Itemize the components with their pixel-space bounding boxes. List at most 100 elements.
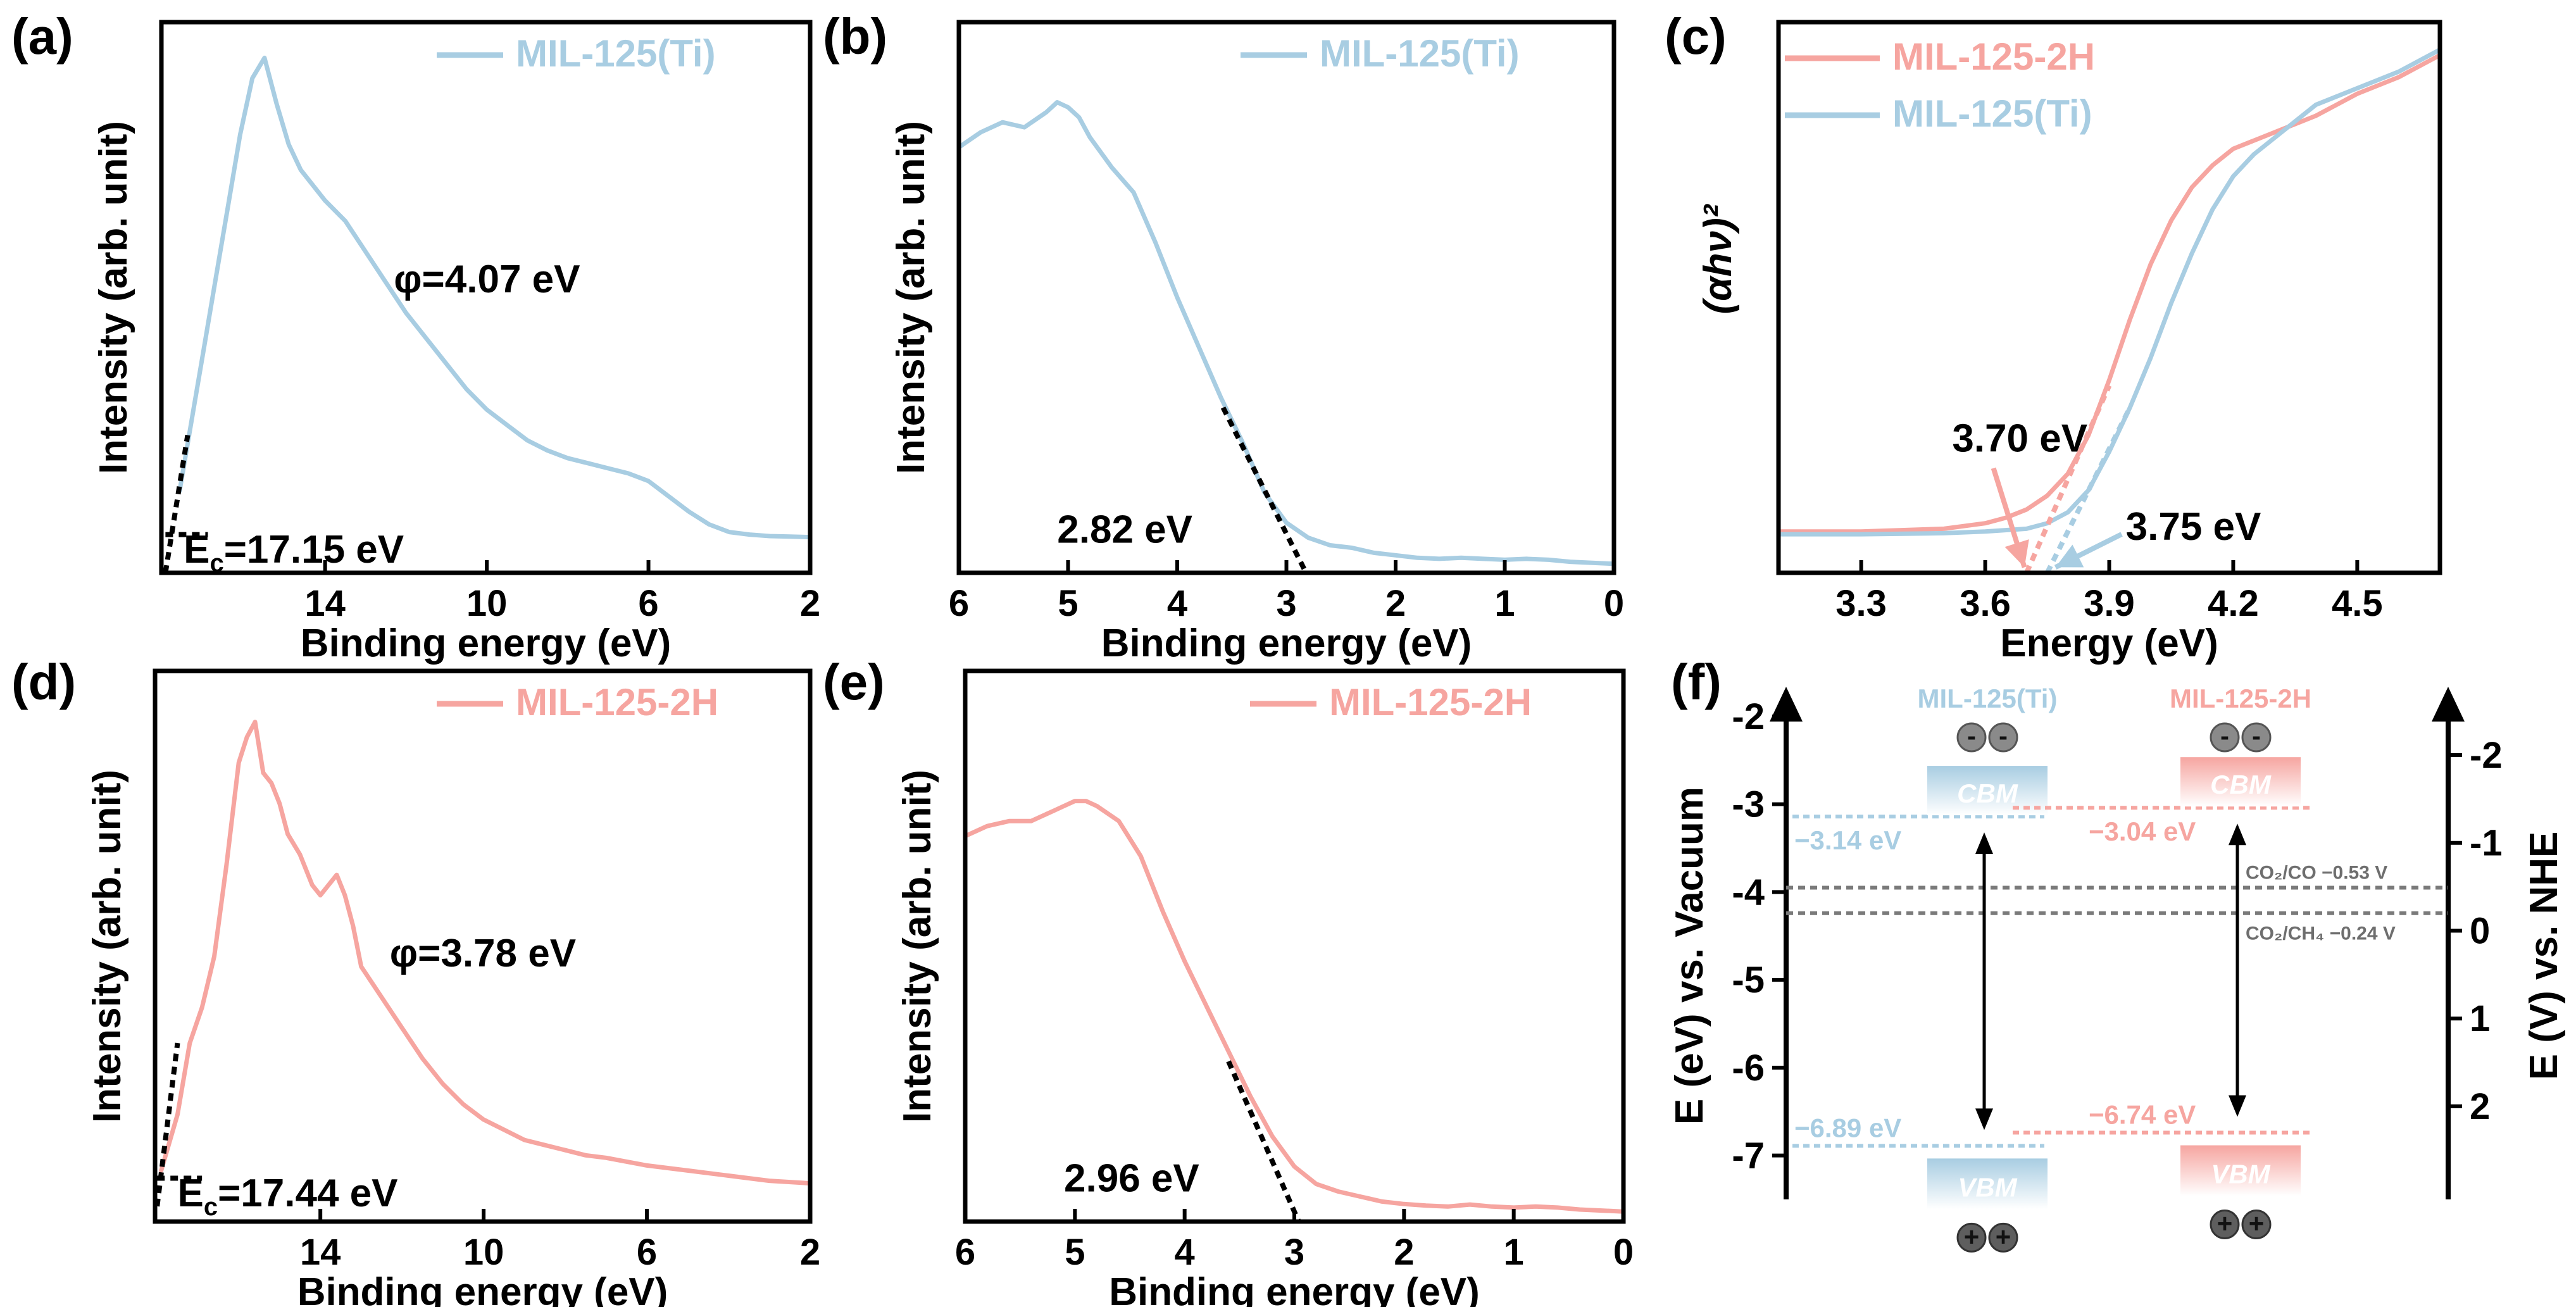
right-tick-label: 2 [2470, 1086, 2490, 1127]
hole-icon [2241, 1210, 2272, 1240]
vbm-box [1927, 1158, 2048, 1210]
y-axis-label: Intensity (arb. unit) [85, 770, 129, 1123]
right-axis-arrow [2432, 687, 2465, 722]
left-tick-label: -7 [1732, 1135, 1765, 1177]
vbm-box [2180, 1145, 2301, 1196]
panel-b: (b) 6 5 4 3 2 1 0 Binding energy (eV) Intensity (… [823, 8, 1624, 665]
annotation-label: φ=3.78 eV [390, 932, 576, 975]
x-tick-label: 3 [1276, 583, 1296, 624]
material-name: MIL-125(Ti) [1918, 684, 2058, 713]
x-tick-label: 6 [637, 1232, 657, 1273]
cbm-text: CBM [1957, 779, 2018, 808]
right-tick-label: -1 [2470, 823, 2503, 864]
fit-line [2044, 406, 2132, 574]
annotation-label: 2.82 eV [1057, 508, 1192, 552]
panel-d: (d) 14 10 6 2 Binding energy (eV) Intensity (a… [11, 654, 820, 1307]
x-axis-label: Binding energy (eV) [297, 1270, 668, 1307]
electron-icon [2210, 722, 2240, 753]
x-axis-label: Binding energy (eV) [1109, 1270, 1480, 1307]
legend-label: MIL-125(Ti) [516, 32, 716, 75]
fit-line [1220, 406, 1309, 574]
panel-label: (e) [823, 654, 885, 710]
fit-line [2024, 384, 2112, 574]
redox-label: CO₂/CH₄ −0.24 V [2246, 923, 2396, 944]
bandgap-arrow-head [1975, 1108, 1993, 1130]
annotation-ec-sub: c [204, 1193, 218, 1221]
plot-frame [963, 668, 1626, 1224]
left-tick-label: -4 [1732, 872, 1765, 913]
legend-label: MIL-125-2H [1892, 35, 2095, 78]
x-tick-label: 4 [1167, 583, 1187, 624]
hole-sign: + [2217, 1209, 2233, 1239]
legend-label: MIL-125-2H [516, 681, 718, 723]
left-axis-label: E (eV) vs. Vacuum [1668, 787, 1711, 1125]
bandgap-arrow-head [1975, 832, 1993, 854]
x-tick-label: 6 [949, 583, 969, 624]
hole-sign: + [1964, 1222, 1980, 1251]
series-line-MIL-125(Ti) [177, 55, 813, 540]
series-line-MIL-125(Ti) [1776, 47, 2442, 537]
panel-e: (e) 6 5 4 3 2 1 0 Binding energy (eV) Intensity (… [823, 654, 1634, 1307]
fit-line [163, 434, 191, 573]
hole-icon [1988, 1222, 2018, 1253]
left-tick-label: -2 [1732, 696, 1765, 737]
y-axis-label: (αhν)² [1696, 204, 1740, 314]
x-tick-label: 14 [304, 583, 346, 624]
fit-line [1226, 1060, 1301, 1223]
cbm-value: −3.14 eV [1794, 825, 1901, 855]
redox-label: CO₂/CO −0.53 V [2246, 862, 2387, 883]
x-tick-label: 2 [800, 1232, 820, 1273]
x-axis-label: Binding energy (eV) [301, 622, 672, 665]
electron-icon [1956, 722, 1987, 753]
panel-label: (f) [1671, 654, 1722, 710]
x-tick-label: 2 [1394, 1232, 1414, 1273]
panel-a: (a) 14 10 6 2 Binding energy (eV) Intensity (a… [11, 8, 820, 665]
cbm-box [2180, 757, 2301, 807]
x-tick-label: 1 [1494, 583, 1515, 624]
annotation-ec-rest: =17.44 eV [218, 1172, 397, 1215]
electron-icon [1988, 722, 2018, 753]
right-axis-label: E (V) vs. NHE [2522, 832, 2566, 1080]
vbm-value: −6.89 eV [1794, 1113, 1901, 1142]
electron-sign: - [1967, 721, 1976, 751]
annotation-ec-main: E [184, 528, 209, 572]
panel-label: (b) [823, 8, 887, 65]
x-tick-label: 3.9 [2084, 583, 2135, 624]
annotation-ec: Ec=17.44 eV [177, 1172, 397, 1221]
cbm-text: CBM [2210, 770, 2272, 799]
arrow-3.75-head [2055, 544, 2084, 568]
left-axis-arrow [1770, 687, 1803, 722]
x-tick-label: 2 [800, 583, 820, 624]
panel-label: (c) [1665, 8, 1727, 65]
x-tick-label: 0 [1613, 1232, 1634, 1273]
vbm-text: VBM [2211, 1160, 2270, 1189]
x-axis-label: Binding energy (eV) [1101, 622, 1472, 665]
hole-icon [2210, 1210, 2240, 1240]
electron-sign: - [1999, 721, 2008, 751]
vbm-value: −6.74 eV [2089, 1100, 2196, 1130]
left-tick-label: -5 [1732, 960, 1765, 1001]
panel-c: (c) 3.3 3.6 3.9 4.2 4.5 Energy (eV) (αhν)² MIL-1… [1665, 8, 2442, 665]
annotation-label: φ=4.07 eV [394, 258, 580, 301]
panel-label: (a) [11, 8, 73, 65]
y-axis-label: Intensity (arb. unit) [889, 121, 933, 474]
annotation-label: 3.75 eV [2126, 505, 2261, 549]
material-name: MIL-125-2H [2170, 684, 2311, 713]
x-tick-label: 3.6 [1960, 583, 2011, 624]
x-axis-label: Energy (eV) [2000, 622, 2218, 665]
annotation-ec: Ec=17.15 eV [184, 528, 404, 577]
electron-icon [2241, 722, 2272, 753]
cbm-value: −3.04 eV [2089, 816, 2196, 846]
annotation-ec-rest: =17.15 eV [224, 528, 404, 572]
x-tick-label: 6 [955, 1232, 975, 1273]
x-tick-label: 5 [1058, 583, 1078, 624]
annotation-label: 2.96 eV [1064, 1157, 1199, 1201]
x-tick-label: 5 [1065, 1232, 1085, 1273]
left-tick-label: -3 [1732, 784, 1765, 825]
x-tick-label: 4.5 [2332, 583, 2383, 624]
x-tick-label: 10 [463, 1232, 504, 1273]
vbm-text: VBM [1958, 1172, 2017, 1202]
y-axis-label: Intensity (arb. unit) [896, 770, 939, 1123]
bandgap-arrow-head [2229, 1095, 2246, 1117]
